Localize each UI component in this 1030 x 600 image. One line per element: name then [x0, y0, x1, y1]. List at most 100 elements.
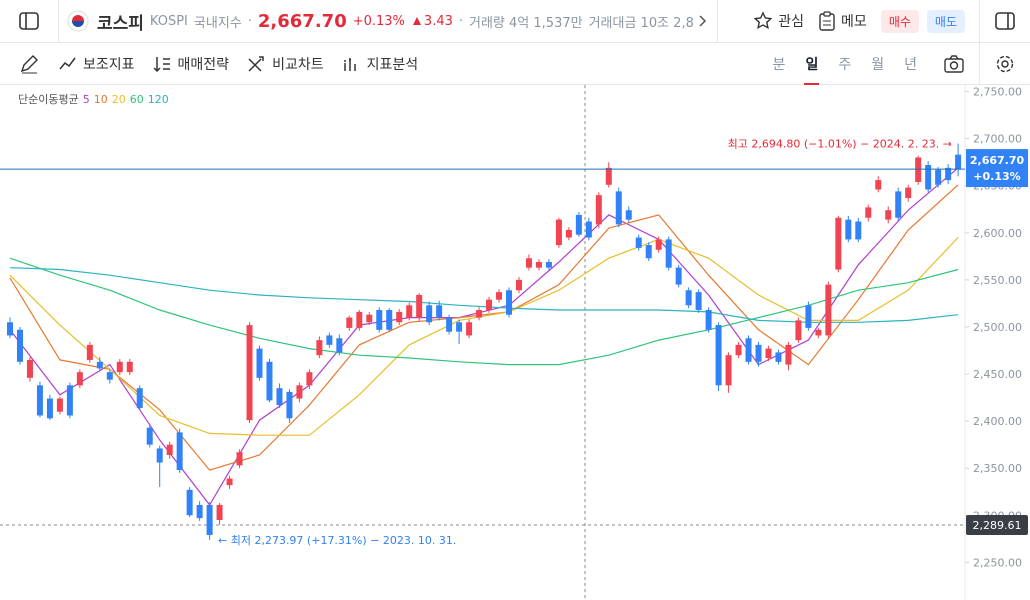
candle-body — [196, 504, 203, 519]
candle-body — [555, 219, 562, 246]
watch-button[interactable]: 관심 — [753, 11, 804, 31]
flag-icon — [67, 10, 89, 32]
candle-body — [206, 504, 213, 536]
memo-icon — [819, 11, 835, 31]
period-tab[interactable]: 주 — [838, 56, 852, 73]
y-tick-label: 2,500.00 — [973, 321, 1022, 334]
candle-body — [885, 210, 892, 220]
candle-body — [66, 385, 73, 416]
tool-button[interactable]: 보조지표 — [58, 54, 135, 74]
period-tab[interactable]: 분 — [772, 56, 786, 73]
candle-body — [675, 267, 682, 285]
candle-body — [825, 284, 832, 336]
camera-icon[interactable] — [943, 54, 965, 74]
candle-body — [36, 385, 43, 416]
candle-body — [755, 344, 762, 362]
index-name: 코스피 — [97, 13, 144, 34]
price: 2,667.70 — [257, 10, 347, 32]
candle-body — [346, 317, 353, 328]
candle-body — [296, 385, 303, 399]
tool-icon-path — [153, 56, 170, 72]
tool-label: 지표분석 — [366, 56, 419, 73]
candle-body — [126, 361, 133, 373]
panel-toggle[interactable] — [979, 0, 1030, 42]
tool-label: 비교차트 — [272, 56, 324, 73]
panel-icon — [19, 12, 39, 30]
candle-body — [96, 361, 103, 369]
candle-body — [496, 292, 503, 300]
y-tick-label: 2,350.00 — [973, 462, 1022, 475]
candle-body — [216, 504, 223, 520]
buy-button[interactable]: 매수 — [880, 9, 919, 33]
candle-body — [306, 372, 313, 386]
candle-body — [156, 448, 163, 463]
candle-body — [426, 305, 433, 323]
candle-body — [805, 305, 812, 328]
memo-button[interactable]: 메모 — [818, 11, 867, 31]
candle-body — [166, 444, 173, 456]
watch-label: 관심 — [778, 14, 805, 30]
candle-body — [446, 317, 453, 332]
change-amount: 3.43 — [423, 13, 453, 29]
candle-body — [905, 187, 912, 198]
chevron[interactable] — [697, 14, 707, 28]
candle-body — [316, 340, 323, 356]
candle-body — [286, 391, 293, 419]
candle-body — [685, 290, 692, 306]
period-tab[interactable]: 년 — [904, 56, 917, 73]
tool-icon-path — [248, 55, 264, 72]
candle-body — [406, 305, 413, 318]
candle-body — [875, 180, 882, 190]
moving-average-line — [9, 237, 959, 436]
candle-body — [26, 359, 33, 378]
candle-body — [795, 320, 802, 341]
candle-body — [615, 191, 622, 225]
crosshair-tag — [966, 515, 1028, 536]
candle-body — [226, 478, 233, 486]
candle-body — [246, 325, 253, 421]
pen-icon — [20, 54, 38, 73]
draw-tool[interactable] — [0, 54, 58, 74]
last-price-change: +0.13% — [973, 170, 1020, 183]
period-tab[interactable]: 일 — [804, 54, 820, 85]
candle-body — [176, 432, 183, 471]
tool-button[interactable]: 비교차트 — [247, 54, 324, 74]
tool-button[interactable]: 매매전략 — [153, 54, 229, 74]
period-tab[interactable]: 월 — [871, 56, 885, 73]
volume: 거래량 4억 1,537만 — [469, 15, 583, 31]
candle-body — [635, 237, 642, 248]
candle-body — [86, 344, 93, 360]
candle-body — [625, 210, 632, 220]
candle-body — [665, 239, 672, 268]
candle-body — [56, 398, 63, 412]
candle-body — [515, 279, 522, 291]
candle-body — [935, 169, 942, 185]
tool-icon-path — [59, 57, 76, 69]
candle-body — [535, 262, 542, 268]
candle-body — [645, 245, 652, 259]
candle-body — [416, 294, 423, 318]
header: 코스피 KOSPI 국내지수 · 2,667.70 +0.13% 3.43 · … — [0, 0, 1030, 43]
candle-body — [585, 221, 592, 238]
candle-body — [785, 344, 792, 365]
legend-entry: 20 — [112, 93, 126, 106]
candle-body — [835, 217, 842, 270]
moving-average-line — [9, 184, 959, 471]
sell-button[interactable]: 매도 — [926, 9, 965, 33]
candle-body — [366, 314, 373, 323]
memo-label: 메모 — [841, 14, 867, 30]
tool-button[interactable]: 지표분석 — [342, 54, 419, 74]
toolbar: 보조지표 매매전략 비교차트 지표분석 분 일 주 월 년 — [0, 42, 1030, 85]
sidebar-toggle[interactable] — [0, 0, 59, 42]
candle-body — [106, 372, 113, 380]
candle-body — [715, 325, 722, 386]
candle-body — [326, 335, 333, 345]
candle-body — [456, 322, 463, 332]
candle-body — [705, 310, 712, 330]
index-code: KOSPI — [149, 13, 188, 29]
up-triangle — [412, 17, 421, 25]
settings[interactable] — [979, 42, 1030, 85]
high-marker: 최고 2,694.80 (−1.01%) − 2024. 2. 23. → — [728, 138, 952, 151]
candle-body — [525, 258, 532, 268]
